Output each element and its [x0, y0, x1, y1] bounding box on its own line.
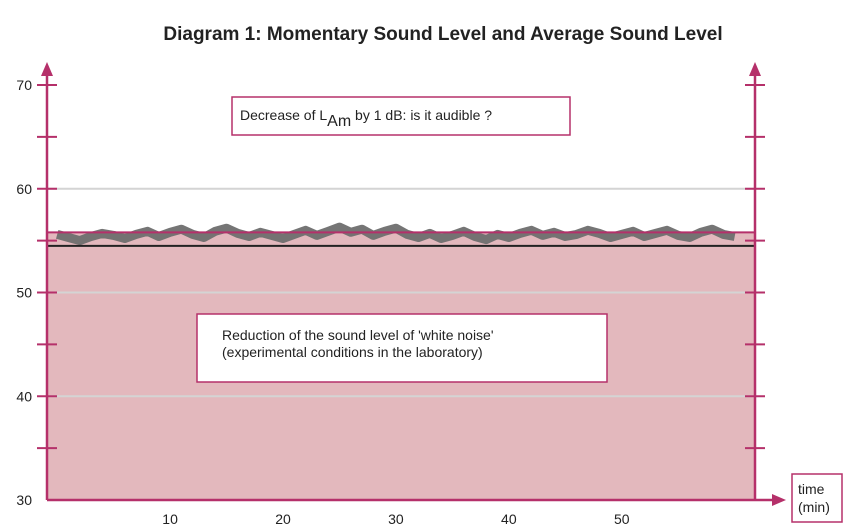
annotation-part: by 1 dB: is it audible ? — [351, 107, 492, 123]
y-axis-right-arrow — [749, 62, 761, 76]
y-tick-label: 40 — [16, 388, 32, 404]
x-axis-arrow — [772, 494, 786, 506]
x-tick-label: 20 — [275, 511, 291, 527]
chart-title: Diagram 1: Momentary Sound Level and Ave… — [163, 24, 722, 45]
x-label-box — [791, 473, 843, 523]
y-tick-label: 60 — [16, 181, 32, 197]
y-tick-label: 50 — [16, 285, 32, 301]
x-tick-label: 30 — [388, 511, 404, 527]
annotation: Decrease of LAm by 1 dB: is it audible ? — [240, 107, 492, 130]
annotation: Reduction of the sound level of 'white n… — [222, 327, 494, 343]
annotation: (experimental conditions in the laborato… — [222, 344, 483, 360]
x-tick-label: 50 — [614, 511, 630, 527]
y-tick-label: 30 — [16, 492, 32, 508]
y-axis-arrow — [41, 62, 53, 76]
x-tick-label: 40 — [501, 511, 517, 527]
y-tick-label: 70 — [16, 77, 32, 93]
x-label: time — [798, 481, 825, 497]
annotation-box — [196, 313, 608, 383]
annotation-part: Decrease of L — [240, 107, 327, 123]
x-label: (min) — [798, 499, 830, 515]
x-tick-label: 10 — [162, 511, 178, 527]
annotation-box — [231, 96, 571, 136]
annotation-part: Am — [327, 113, 351, 130]
